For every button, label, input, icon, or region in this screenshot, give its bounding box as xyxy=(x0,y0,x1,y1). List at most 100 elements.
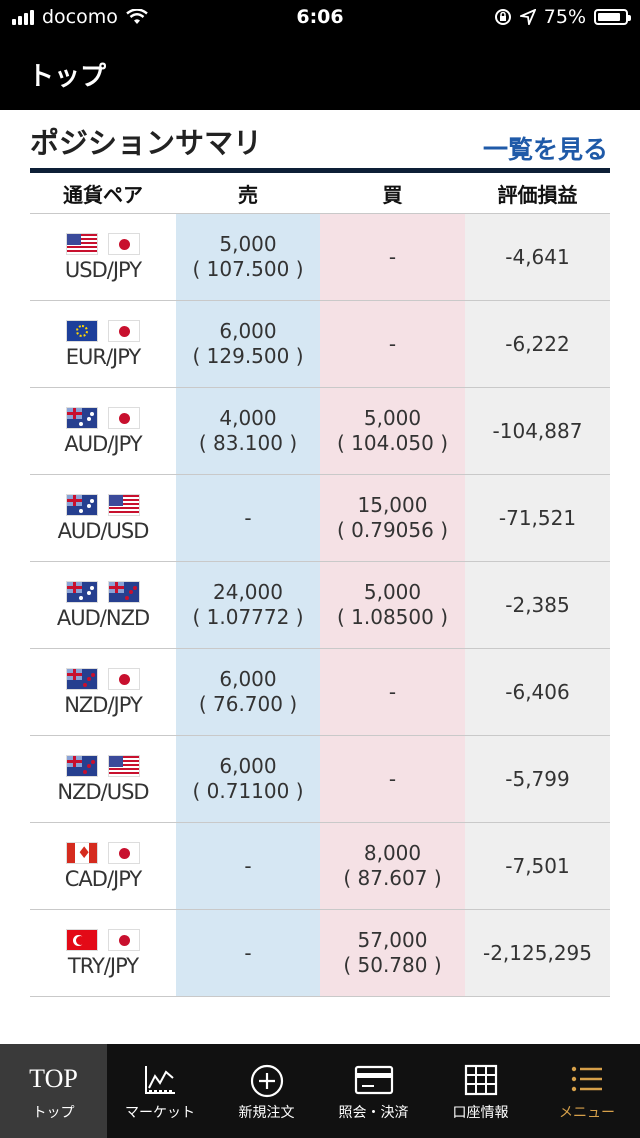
table-row[interactable]: AUD/NZD 24,000 ( 1.07772 ) 5,000 ( 1.085… xyxy=(30,561,610,649)
plus-circle-icon xyxy=(213,1064,320,1098)
buy-cell: 15,000 ( 0.79056 ) xyxy=(320,474,465,562)
buy-cell: 5,000 ( 1.08500 ) xyxy=(320,561,465,649)
sell-cell: - xyxy=(176,909,320,997)
jp-flag-icon xyxy=(108,841,140,864)
profit-loss-cell: -104,887 xyxy=(465,387,610,475)
menu-icon xyxy=(534,1064,640,1094)
tab-menu[interactable]: メニュー xyxy=(534,1044,640,1138)
pair-flags xyxy=(30,841,176,864)
status-left: docomo xyxy=(12,6,148,28)
sell-cell: 5,000 ( 107.500 ) xyxy=(176,213,320,301)
pair-cell: EUR/JPY xyxy=(30,300,176,388)
buy-rate: ( 87.607 ) xyxy=(343,866,442,890)
pair-name: AUD/NZD xyxy=(56,605,150,630)
buy-quantity: 15,000 xyxy=(357,493,428,517)
sell-cell: - xyxy=(176,822,320,910)
sell-cell: 4,000 ( 83.100 ) xyxy=(176,387,320,475)
pair-name: NZD/JPY xyxy=(64,692,143,717)
jp-flag-icon xyxy=(108,928,140,951)
tab-account-info[interactable]: 口座情報 xyxy=(427,1044,534,1138)
sell-rate: ( 0.71100 ) xyxy=(192,779,304,803)
profit-loss-cell: -5,799 xyxy=(465,735,610,823)
position-summary-header: ポジションサマリ 一覧を見る xyxy=(30,112,610,170)
au-flag-icon xyxy=(66,406,98,429)
us-flag-icon xyxy=(108,493,140,516)
nz-flag-icon xyxy=(108,580,140,603)
buy-cell: - xyxy=(320,300,465,388)
table-row[interactable]: EUR/JPY 6,000 ( 129.500 ) - -6,222 xyxy=(30,300,610,388)
sell-cell: - xyxy=(176,474,320,562)
sell-quantity: 6,000 xyxy=(219,754,277,778)
buy-quantity: 5,000 xyxy=(363,580,422,604)
pair-flags xyxy=(30,493,176,516)
sell-rate: ( 1.07772 ) xyxy=(192,605,304,629)
nz-flag-icon xyxy=(66,667,98,690)
table-row[interactable]: NZD/USD 6,000 ( 0.71100 ) - -5,799 xyxy=(30,735,610,823)
sell-rate: ( 107.500 ) xyxy=(192,257,304,281)
col-header-pl: 評価損益 xyxy=(465,173,610,214)
table-row[interactable]: NZD/JPY 6,000 ( 76.700 ) - -6,406 xyxy=(30,648,610,736)
buy-rate: ( 104.050 ) xyxy=(336,431,449,455)
tab-inquiry-settlement[interactable]: 照会・決済 xyxy=(320,1044,427,1138)
pair-flags xyxy=(30,319,176,342)
table-row[interactable]: CAD/JPY - 8,000 ( 87.607 ) -7,501 xyxy=(30,822,610,910)
pair-cell: AUD/JPY xyxy=(30,387,176,475)
wifi-icon xyxy=(126,9,148,24)
pair-cell: NZD/JPY xyxy=(30,648,176,736)
pair-name: CAD/JPY xyxy=(64,866,143,891)
tab-market[interactable]: マーケット xyxy=(107,1044,213,1138)
table-row[interactable]: AUD/USD - 15,000 ( 0.79056 ) -71,521 xyxy=(30,474,610,562)
pair-flags xyxy=(30,406,176,429)
sell-quantity: 6,000 xyxy=(219,667,277,691)
jp-flag-icon xyxy=(108,406,140,429)
pair-cell: CAD/JPY xyxy=(30,822,176,910)
pair-name: AUD/JPY xyxy=(64,431,142,456)
tab-top[interactable]: TOP トップ xyxy=(0,1044,107,1138)
pair-cell: USD/JPY xyxy=(30,213,176,301)
sell-quantity: 6,000 xyxy=(219,319,277,343)
buy-quantity: - xyxy=(388,766,397,791)
bottom-tab-bar: TOP トップ マーケット 新規注文 照会・ xyxy=(0,1044,640,1138)
carrier-label: docomo xyxy=(42,6,118,28)
sell-rate: ( 76.700 ) xyxy=(198,692,298,716)
page-title: トップ xyxy=(28,62,107,92)
tab-label: 照会・決済 xyxy=(338,1105,409,1121)
position-table: 通貨ペア 売 買 評価損益 USD/JPY 5,000 ( 107.500 ) … xyxy=(30,173,610,997)
table-row[interactable]: USD/JPY 5,000 ( 107.500 ) - -4,641 xyxy=(30,213,610,301)
nav-bar: トップ xyxy=(0,36,640,110)
buy-cell: 57,000 ( 50.780 ) xyxy=(320,909,465,997)
buy-rate: ( 1.08500 ) xyxy=(336,605,449,629)
profit-loss-cell: -7,501 xyxy=(465,822,610,910)
sell-cell: 6,000 ( 76.700 ) xyxy=(176,648,320,736)
pair-flags xyxy=(30,232,176,255)
table-header-row: 通貨ペア 売 買 評価損益 xyxy=(30,173,610,214)
tab-new-order[interactable]: 新規注文 xyxy=(213,1044,320,1138)
buy-quantity: 8,000 xyxy=(363,841,422,865)
table-row[interactable]: TRY/JPY - 57,000 ( 50.780 ) -2,125,295 xyxy=(30,909,610,997)
chart-icon xyxy=(107,1064,213,1096)
battery-percent: 75% xyxy=(543,6,586,28)
sell-rate: ( 83.100 ) xyxy=(198,431,298,455)
sell-cell: 24,000 ( 1.07772 ) xyxy=(176,561,320,649)
jp-flag-icon xyxy=(108,232,140,255)
pair-cell: AUD/USD xyxy=(30,474,176,562)
sell-cell: 6,000 ( 129.500 ) xyxy=(176,300,320,388)
signal-icon xyxy=(12,9,34,25)
buy-quantity: - xyxy=(388,244,397,269)
tab-label: 新規注文 xyxy=(238,1105,295,1121)
table-row[interactable]: AUD/JPY 4,000 ( 83.100 ) 5,000 ( 104.050… xyxy=(30,387,610,475)
col-header-pair: 通貨ペア xyxy=(30,173,176,214)
view-all-link[interactable]: 一覧を見る xyxy=(482,135,608,164)
buy-cell: - xyxy=(320,648,465,736)
tab-label: 口座情報 xyxy=(452,1105,509,1121)
pair-cell: TRY/JPY xyxy=(30,909,176,997)
sell-quantity: - xyxy=(244,940,252,965)
us-flag-icon xyxy=(108,754,140,777)
sell-quantity: - xyxy=(244,505,252,530)
pair-name: TRY/JPY xyxy=(67,953,139,978)
jp-flag-icon xyxy=(108,667,140,690)
jp-flag-icon xyxy=(108,319,140,342)
profit-loss-cell: -6,222 xyxy=(465,300,610,388)
status-bar: docomo 6:06 75% xyxy=(0,0,640,36)
pair-flags xyxy=(30,580,176,603)
